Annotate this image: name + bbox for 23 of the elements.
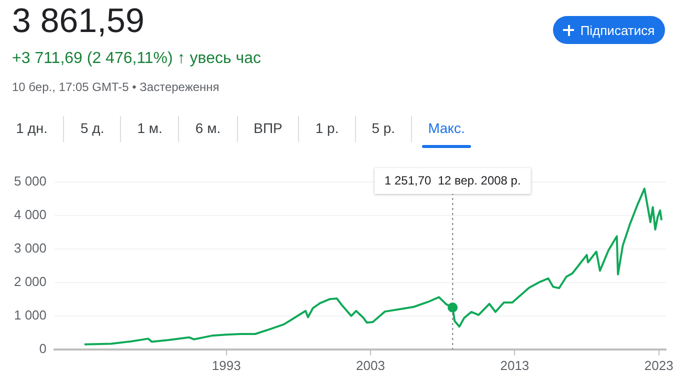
chart-subtitle: +3 711,69 (2 476,11%) ↑ увесь час [12,50,261,68]
text: 1 м. [120,116,178,142]
text: 5 д. [63,116,120,142]
y-tick-label: 0 [39,340,47,356]
y-tick-label: 1 000 [14,308,47,322]
text: ВПР [236,116,298,142]
text: 1 дн. [15,119,48,138]
text: 6 м. [178,116,237,142]
text: 5 р. [354,116,412,142]
text: Макс. [411,116,481,142]
text: Підписатися [580,22,655,38]
x-tick-label: 2003 [356,358,385,373]
x-tick-label: 2013 [500,358,530,373]
text: 10 бер., 17:05 GMT-5 • Застереження [12,80,220,94]
annotation: 1 251,70 12 вер. 2008 р. [384,173,521,188]
x-tick-label: 1993 [212,358,241,373]
y-tick-label: 4 000 [14,207,47,222]
y-tick-label: 5 000 [14,174,47,189]
chart-title: 3 861,59 [12,2,144,41]
y-tick-label: 3 000 [14,240,47,256]
text: 1 р. [298,116,355,142]
x-tick-label: 2023 [644,358,674,373]
y-tick-label: 2 000 [14,274,47,290]
